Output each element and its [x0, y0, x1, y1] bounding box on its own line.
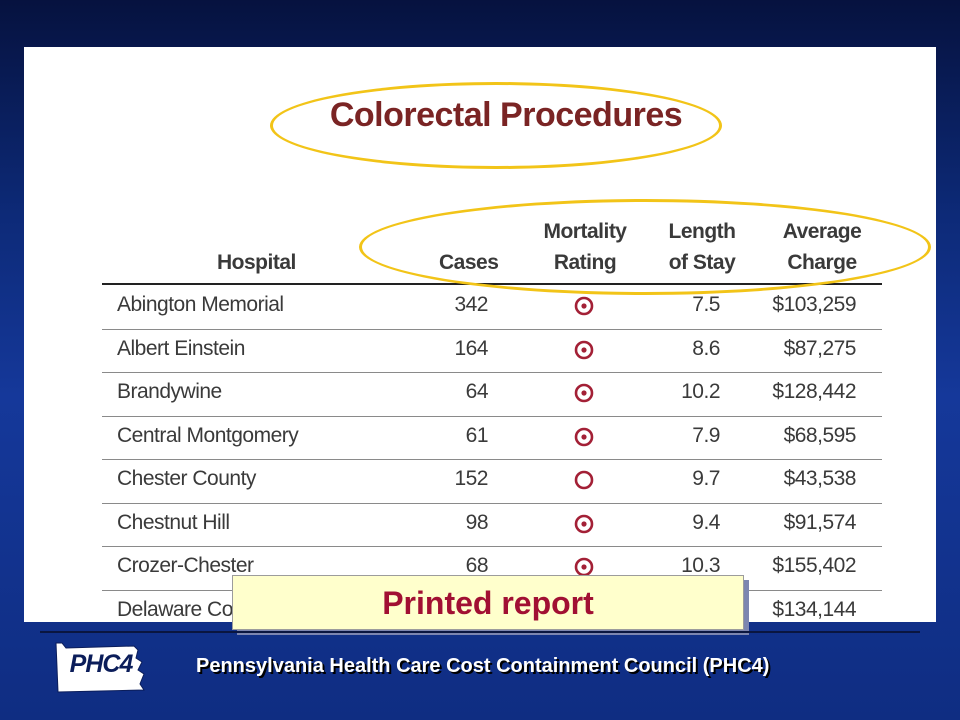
length-of-stay-cell: 9.7	[692, 467, 720, 490]
hospital-cell: Chestnut Hill	[117, 510, 230, 534]
header-hospital: Hospital	[217, 247, 296, 278]
cases-cell: 64	[465, 380, 489, 403]
dot-circle-icon	[573, 339, 595, 368]
title-highlight-ellipse	[270, 82, 722, 169]
printed-report-callout: Printed report	[232, 575, 744, 630]
cases-cell: 98	[465, 510, 489, 534]
callout-label: Printed report	[382, 585, 594, 621]
hospital-cell: Crozer-Chester	[117, 554, 254, 577]
average-charge-cell: $87,275	[783, 336, 857, 360]
table-row: Albert Einstein 164 8.6 $87,275	[102, 329, 882, 373]
dot-circle-icon	[573, 295, 595, 324]
table-row: Chester County 152 9.7 $43,538	[102, 459, 882, 504]
length-of-stay-cell: 9.4	[692, 510, 720, 534]
length-of-stay-cell: 10.2	[681, 380, 720, 403]
average-charge-cell: $134,144	[772, 597, 856, 621]
length-of-stay-cell: 7.5	[692, 293, 720, 316]
length-of-stay-cell: 8.6	[692, 336, 720, 360]
dot-circle-icon	[573, 513, 595, 542]
footer-divider	[40, 631, 920, 633]
length-of-stay-cell: 10.3	[681, 554, 720, 577]
header-hospital-line-1: Hospital	[217, 251, 296, 274]
cases-cell: 342	[454, 293, 488, 316]
table-row: Crozer-Chester 68 10.3 $155,402	[102, 546, 882, 591]
cases-cell: 152	[454, 467, 488, 490]
table-row: Central Montgomery 61 7.9 $68,595	[102, 416, 882, 460]
hospital-cell: Albert Einstein	[117, 336, 245, 360]
average-charge-cell: $128,442	[772, 380, 856, 403]
hospital-cell: Brandywine	[117, 380, 222, 403]
average-charge-cell: $68,595	[783, 423, 857, 447]
open-circle-icon	[573, 469, 595, 498]
average-charge-cell: $103,259	[772, 293, 856, 316]
phc4-logo: PHC4	[52, 640, 146, 694]
average-charge-cell: $155,402	[772, 554, 856, 577]
dot-circle-icon	[573, 382, 595, 411]
average-charge-cell: $91,574	[783, 510, 857, 534]
hospital-cell: Chester County	[117, 467, 256, 490]
logo-text: PHC4	[69, 650, 134, 678]
pennsylvania-shape-icon	[55, 642, 145, 693]
report-image-panel: Colorectal Procedures Hospital Cases Mor…	[24, 47, 936, 622]
length-of-stay-cell: 7.9	[692, 423, 720, 447]
average-charge-cell: $43,538	[783, 467, 857, 490]
organization-name: Pennsylvania Health Care Cost Containmen…	[196, 655, 770, 677]
cases-cell: 164	[454, 336, 488, 360]
table-row: Abington Memorial 342 7.5 $103,259	[102, 285, 882, 330]
dot-circle-icon	[573, 426, 595, 455]
cases-cell: 61	[465, 423, 489, 447]
hospital-cell: Abington Memorial	[117, 293, 284, 316]
table-row: Chestnut Hill 98 9.4 $91,574	[102, 503, 882, 547]
columns-highlight-ellipse	[359, 199, 931, 295]
hospital-cell: Central Montgomery	[117, 423, 299, 447]
cases-cell: 68	[465, 554, 489, 577]
table-row: Brandywine 64 10.2 $128,442	[102, 372, 882, 417]
